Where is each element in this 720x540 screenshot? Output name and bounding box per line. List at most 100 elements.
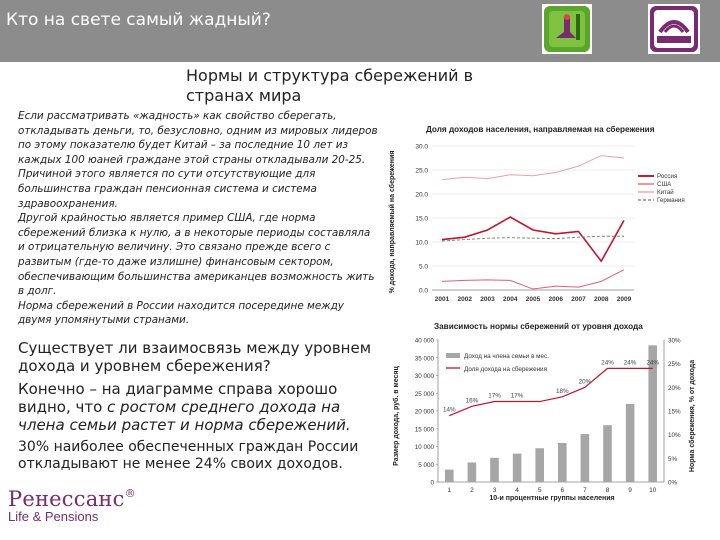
chart2-xtick-label: 2: [470, 487, 474, 494]
chart1-title: Доля доходов населения, направляемая на …: [426, 124, 655, 134]
chart2-ytick-label: 35 000: [415, 355, 435, 362]
chart2-bar: [535, 448, 544, 482]
chart1-xtick-label: 2009: [617, 296, 632, 303]
chart2-bar: [625, 403, 635, 482]
description-paragraph-usa: Другой крайностью является пример США, г…: [18, 212, 375, 298]
header-bar: Кто на свете самый жадный?: [0, 0, 720, 62]
chart2-xtick-label: 6: [560, 487, 564, 494]
chart2-bar: [445, 469, 454, 482]
chart2-bar: [490, 457, 499, 482]
chart2-ytick-label: 25 000: [415, 391, 435, 398]
answer-prefix: Конечно – на диаграмме справа хорошо вид…: [18, 380, 338, 416]
chart2-ytick-label: 5 000: [418, 462, 434, 469]
chart1-xtick-label: 2007: [571, 296, 586, 303]
chart2-y2tick-label: 30%: [668, 338, 681, 345]
chart2-xtick-label: 4: [515, 487, 519, 494]
chart2-data-label: 20%: [579, 378, 592, 385]
chart1-xtick-label: 2001: [435, 296, 450, 303]
chart1-series-line-3: [441, 235, 624, 242]
chart1-legend-label: Германия: [657, 197, 685, 204]
chart2-y2label: Норма сбережения, % от дохода: [688, 360, 696, 472]
company-brand: Ренессанс® Life & Pensions: [8, 487, 136, 524]
chart1-ytick-label: 20.0: [415, 192, 428, 199]
closing-text: 30% наиболее обеспеченных граждан России…: [18, 439, 359, 472]
chart1-xtick-label: 2002: [458, 296, 473, 303]
chart2-y2tick-label: 20%: [668, 385, 681, 392]
chart2-ytick-label: 30 000: [415, 373, 435, 380]
brand-tagline: Life & Pensions: [8, 509, 99, 524]
chart2-legend-swatch-bars: [446, 353, 460, 358]
description-paragraph-russia: Норма сбережений в России находится посе…: [18, 299, 344, 327]
chart2-xtick-label: 9: [628, 487, 632, 494]
chart2-bar: [603, 425, 612, 482]
brand-logo-right: [648, 4, 700, 54]
chart2-xlabel: 10-и процентные группы населения: [489, 495, 614, 502]
chart2-y2tick-label: 10%: [668, 432, 681, 439]
chart2-bar: [648, 345, 657, 482]
chart1-ytick-label: 15.0: [415, 216, 428, 223]
chart1-xtick-label: 2008: [594, 296, 609, 303]
chart2-ytick-label: 0: [430, 480, 434, 487]
chart1-xtick-label: 2003: [480, 296, 495, 303]
chart2-bar: [467, 462, 477, 482]
chart1-xtick-label: 2004: [503, 296, 518, 303]
chart2-legend-label: Доход на члена семьи в мес.: [464, 353, 549, 360]
savings-rate-line-chart: Доля доходов населения, направляемая на …: [388, 124, 685, 303]
chart2-ytick-label: 20 000: [415, 409, 435, 416]
chart2-data-label: 17%: [511, 393, 524, 400]
chart2-data-label: 16%: [466, 397, 479, 404]
answer-text: Конечно – на диаграмме справа хорошо вид…: [18, 380, 384, 434]
chart1-xtick-label: 2005: [526, 296, 541, 303]
chart2-bar: [580, 434, 590, 482]
question-text: Существует ли взаимосвязь между уровнем …: [18, 339, 372, 375]
brand-name: Ренессанс: [8, 487, 125, 511]
chart2-data-label: 18%: [556, 388, 569, 395]
chart2-data-label: 24%: [624, 359, 637, 366]
chart2-legend-label: Доля дохода на сбережения: [464, 365, 547, 373]
chart2-data-label: 24%: [646, 359, 659, 366]
chart1-ytick-label: 30.0: [415, 144, 428, 151]
chart2-xtick-label: 3: [493, 487, 497, 494]
chart1-series-line-0: [441, 216, 625, 263]
chart1-legend-label: Россия: [657, 173, 677, 180]
chart2-ytick-label: 40 000: [415, 338, 435, 345]
chart2-y2tick-label: 15%: [668, 409, 681, 416]
chart2-title: Зависимость нормы сбережений от уровня д…: [434, 321, 643, 331]
chart1-legend-label: Китай: [657, 189, 674, 196]
chart1-series-line-2: [441, 155, 625, 181]
answer-emphasis: с ростом среднего дохода на члена семьи …: [18, 398, 351, 434]
chart2-data-label: 17%: [488, 393, 501, 400]
chart1-ytick-label: 0.0: [419, 288, 428, 295]
brand-registered: ®: [124, 487, 136, 500]
chart2-ytick-label: 10 000: [415, 444, 435, 451]
chart1-ytick-label: 10.0: [415, 240, 428, 247]
chart2-xtick-label: 8: [606, 487, 610, 494]
chart1-ytick-label: 5.0: [419, 264, 428, 271]
chart1-series-line-1: [441, 269, 625, 290]
chart2-bar: [512, 453, 522, 482]
chart2-data-label: 14%: [443, 407, 456, 414]
chart2-y2tick-label: 25%: [668, 361, 681, 368]
chart2-bar: [558, 442, 567, 482]
chart2-y2tick-label: 0%: [668, 480, 678, 487]
description-paragraph-china: Если рассматривать «жадность» как свойст…: [18, 110, 378, 210]
chart1-ylabel: % дохода, направляемый на сбережения: [388, 151, 396, 294]
chart2-xtick-label: 10: [649, 487, 657, 494]
chart2-y2tick-label: 5%: [668, 456, 678, 463]
section-subtitle: Нормы и структура сбережений в странах м…: [186, 66, 474, 105]
chart2-ylabel: Размер дохода, руб. в месяц: [392, 365, 400, 465]
chart1-xtick-label: 2006: [549, 296, 564, 303]
chart1-ytick-label: 25.0: [415, 168, 428, 175]
page-title: Кто на свете самый жадный?: [6, 10, 271, 30]
chart2-xtick-label: 7: [583, 487, 587, 494]
chart1-legend-label: США: [657, 181, 672, 188]
brand-logo-left: [542, 4, 592, 54]
description-text: Если рассматривать «жадность» как свойст…: [18, 109, 380, 328]
chart2-ytick-label: 15 000: [415, 426, 435, 433]
question-answer-text: Существует ли взаимосвязь между уровнем …: [18, 339, 384, 478]
chart2-xtick-label: 1: [447, 487, 451, 494]
chart2-savings-line: [449, 367, 653, 417]
savings-by-income-chart: Зависимость нормы сбережений от уровня д…: [392, 321, 696, 502]
chart2-xtick-label: 5: [538, 487, 542, 494]
chart2-data-label: 24%: [601, 359, 614, 366]
